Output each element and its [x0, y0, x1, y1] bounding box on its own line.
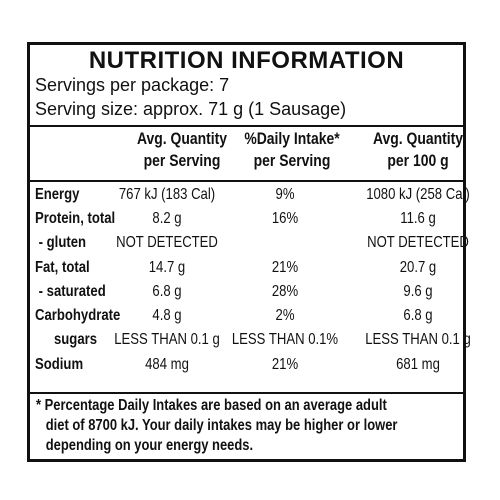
footnote: * Percentage Daily Intakes are based on … [36, 396, 457, 456]
cell-per-serving: 484 mg [145, 356, 189, 373]
cell-per-100g: NOT DETECTED [367, 234, 469, 251]
cell-daily-intake: 21% [271, 356, 299, 373]
cell-daily-intake: 2% [275, 307, 295, 324]
cell-daily-intake: 28% [271, 283, 299, 300]
cell-per-100g: LESS THAN 0.1 g [365, 331, 471, 348]
row-label-sugars: sugars [54, 331, 98, 348]
header-daily-intake: %Daily Intake* per Serving [235, 128, 350, 172]
cell-daily-intake: 9% [275, 186, 295, 203]
cell-per-100g: 1080 kJ (258 Cal) [366, 186, 470, 203]
cell-per-100g: 681 mg [396, 356, 440, 373]
cell-per-100g: 11.6 g [400, 210, 436, 227]
servings-per-package: Servings per package: 7 [35, 75, 230, 95]
row-label-carbohydrate: Carbohydrate [35, 307, 121, 324]
row-label-saturated: - saturated [35, 283, 106, 300]
header-text: per Serving [253, 151, 331, 170]
cell-per-serving: NOT DETECTED [116, 234, 218, 251]
row-label-sodium: Sodium [35, 356, 84, 373]
cell-daily-intake: 16% [271, 210, 299, 227]
footnote-line: diet of 8700 kJ. Your daily intakes may … [45, 417, 398, 434]
row-label-protein: Protein, total [35, 210, 116, 227]
cell-per-serving: 14.7 g [148, 259, 186, 276]
cell-daily-intake: LESS THAN 0.1% [231, 331, 339, 348]
divider-header [30, 180, 463, 182]
serving-size: Serving size: approx. 71 g (1 Sausage) [35, 99, 347, 119]
cell-per-serving: 8.2 g [152, 210, 182, 227]
row-label-energy: Energy [35, 186, 80, 203]
header-text: Avg. Quantity [372, 129, 464, 148]
cell-per-100g: 6.8 g [403, 307, 433, 324]
divider-footnote [30, 392, 463, 394]
row-label-gluten: - gluten [35, 234, 87, 251]
cell-per-serving: LESS THAN 0.1 g [114, 331, 220, 348]
cell-per-100g: 20.7 g [399, 259, 437, 276]
nutrition-panel: NUTRITION INFORMATION Servings per packa… [27, 42, 471, 462]
header-avg-per-serving: Avg. Quantity per Serving [116, 128, 247, 172]
divider-top [30, 125, 463, 127]
panel-title: NUTRITION INFORMATION [88, 47, 405, 74]
cell-per-serving: 6.8 g [152, 283, 182, 300]
cell-per-100g: 9.6 g [403, 283, 433, 300]
cell-per-serving: 4.8 g [152, 307, 182, 324]
cell-per-serving: 767 kJ (183 Cal) [118, 186, 216, 203]
header-avg-per-100g: Avg. Quantity per 100 g [357, 128, 480, 172]
footnote-line: * Percentage Daily Intakes are based on … [36, 397, 387, 414]
header-text: Avg. Quantity [136, 129, 228, 148]
header-text: per Serving [143, 151, 221, 170]
header-text: per 100 g [387, 151, 449, 170]
cell-daily-intake: 21% [271, 259, 299, 276]
footnote-line: depending on your energy needs. [45, 437, 254, 454]
header-text: %Daily Intake* [244, 129, 340, 148]
row-label-fat: Fat, total [35, 259, 90, 276]
